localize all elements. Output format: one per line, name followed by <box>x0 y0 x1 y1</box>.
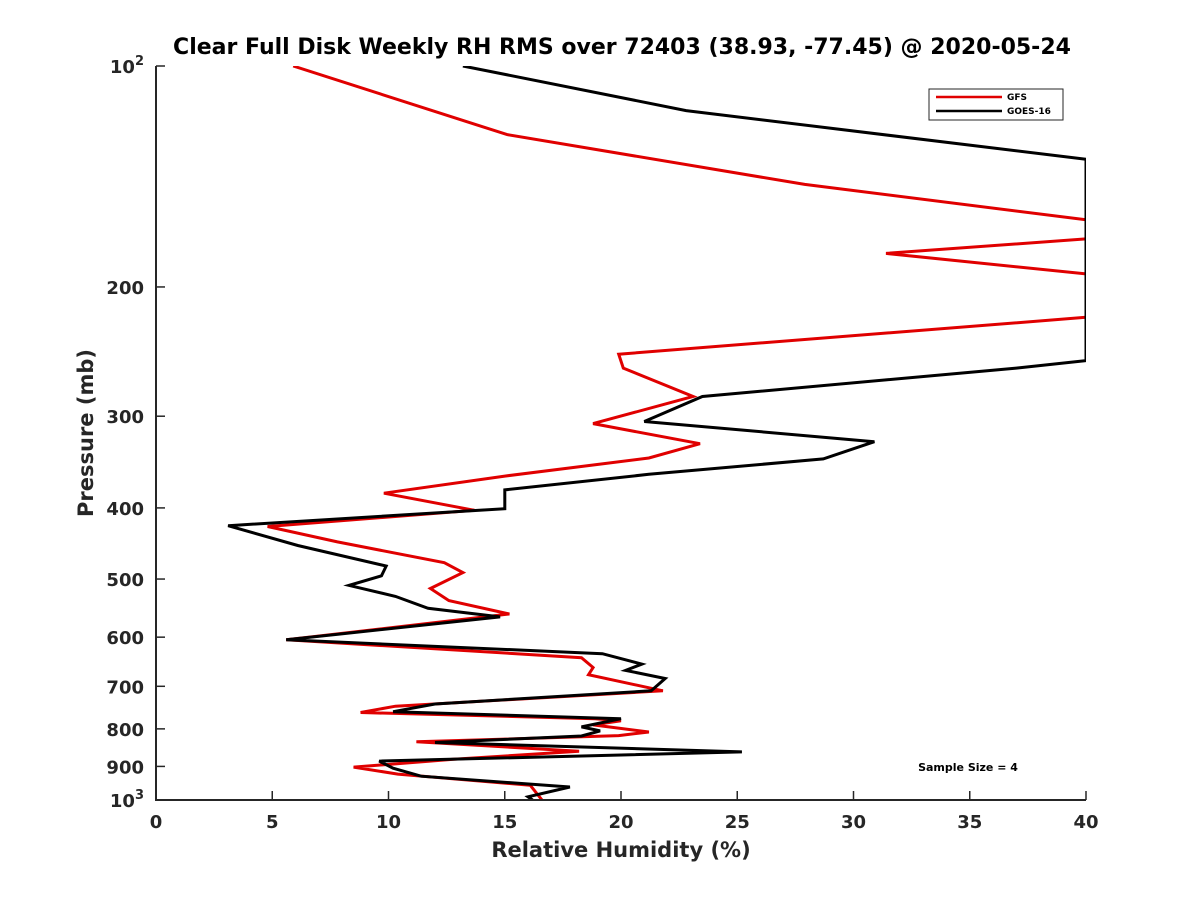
x-tick-label: 20 <box>608 812 633 833</box>
y-tick-label: 400 <box>106 499 144 520</box>
x-tick-label: 0 <box>150 812 163 833</box>
legend-label: GFS <box>1007 93 1027 103</box>
y-tick-label: 900 <box>106 757 144 778</box>
x-tick-label: 40 <box>1073 812 1098 833</box>
x-tick-label: 35 <box>957 812 982 833</box>
y-axis: 102 200 300 400 500 600 700 800 900 103 <box>106 54 165 812</box>
y-tick-label: 600 <box>106 628 144 649</box>
x-axis-label: Relative Humidity (%) <box>491 838 750 862</box>
series-line-goes-16 <box>227 66 1086 800</box>
plot-area <box>155 66 1086 801</box>
y-tick-label: 103 <box>110 788 144 812</box>
axes-frame <box>155 66 1086 801</box>
series-line-gfs <box>267 66 1086 800</box>
x-tick-label: 10 <box>376 812 401 833</box>
legend: GFS GOES-16 <box>928 88 1064 121</box>
y-tick-label: 102 <box>110 54 144 78</box>
chart-title: Clear Full Disk Weekly RH RMS over 72403… <box>173 35 1071 60</box>
y-tick-label: 500 <box>106 570 144 591</box>
series-layer <box>227 66 1086 800</box>
x-tick-label: 5 <box>266 812 279 833</box>
legend-box <box>928 88 1064 121</box>
x-tick-label: 25 <box>725 812 750 833</box>
y-tick-label: 300 <box>106 407 144 428</box>
y-tick-label: 700 <box>106 677 144 698</box>
x-tick-label: 30 <box>841 812 866 833</box>
x-axis: 0 5 10 15 20 25 30 35 40 <box>150 791 1099 833</box>
x-tick-label: 15 <box>492 812 517 833</box>
legend-label: GOES-16 <box>1007 107 1051 117</box>
y-tick-label: 800 <box>106 720 144 741</box>
y-axis-label: Pressure (mb) <box>74 349 98 517</box>
y-tick-label: 200 <box>106 278 144 299</box>
sample-size-annotation: Sample Size = 4 <box>918 761 1018 774</box>
